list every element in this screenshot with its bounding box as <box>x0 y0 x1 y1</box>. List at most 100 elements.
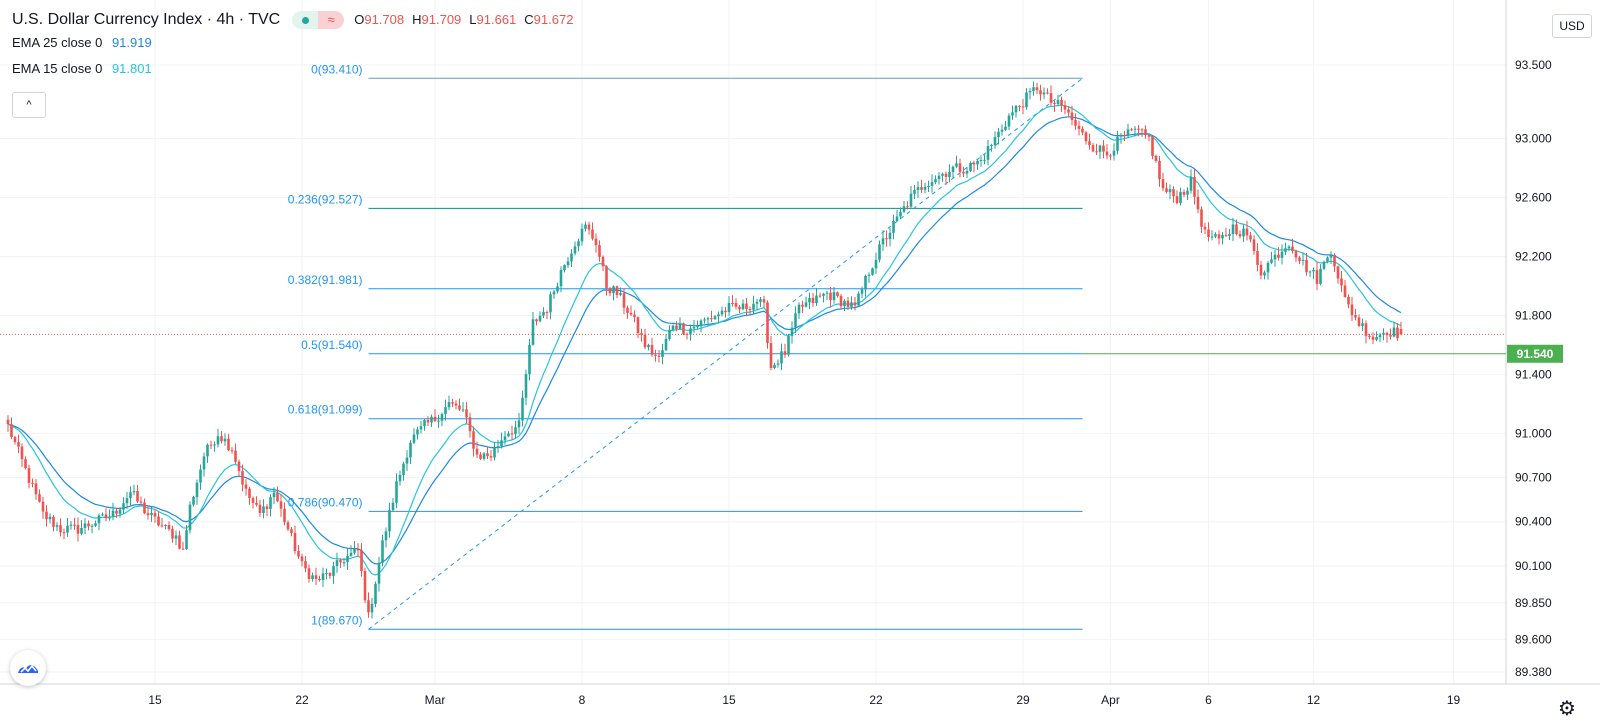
candle-body <box>1343 285 1347 297</box>
candle-body <box>41 501 45 512</box>
candle-body <box>734 303 738 307</box>
candle-body <box>1361 323 1364 327</box>
candle-body <box>1133 128 1137 130</box>
candle-body <box>1014 105 1018 113</box>
candle-body <box>381 540 384 563</box>
candle-body <box>388 510 391 532</box>
tradingview-logo-icon[interactable] <box>10 650 46 686</box>
candle-body <box>486 453 489 457</box>
candle-body <box>619 293 622 296</box>
ema-15-row[interactable]: EMA 15 close 0 91.801 <box>12 56 581 82</box>
candle-body <box>1039 90 1042 95</box>
candle-body <box>846 300 850 307</box>
candle-body <box>332 566 335 576</box>
settings-gear-icon[interactable]: ⚙ <box>1558 698 1576 720</box>
candle-body <box>755 301 759 304</box>
candle-body <box>874 259 878 269</box>
candle-body <box>864 275 867 290</box>
candle-body <box>584 224 587 229</box>
candle-body <box>689 328 692 335</box>
candle-body <box>948 172 951 177</box>
candle-body <box>888 232 892 239</box>
candle-body <box>538 315 542 322</box>
candle-body <box>1245 228 1249 236</box>
candle-body <box>727 302 731 313</box>
candle-body <box>776 363 780 365</box>
x-tick-label: 15 <box>722 693 736 707</box>
candle-body <box>829 292 832 301</box>
candle-body <box>1046 92 1049 94</box>
candle-body <box>906 206 909 208</box>
candle-body <box>822 293 825 296</box>
candle-body <box>629 312 633 315</box>
candle-body <box>556 286 559 292</box>
candle-body <box>731 302 734 304</box>
candle-body <box>1287 246 1291 249</box>
candle-body <box>752 303 755 310</box>
candle-body <box>1350 304 1354 316</box>
candle-body <box>83 523 87 528</box>
currency-button[interactable]: USD <box>1552 14 1592 38</box>
candle-body <box>405 457 409 464</box>
candle-body <box>1242 228 1245 237</box>
candle-body <box>318 578 321 581</box>
candle-body <box>703 319 706 321</box>
candle-body <box>1130 129 1133 131</box>
ema-25-name: EMA 25 close 0 <box>12 35 103 50</box>
candle-body <box>899 211 902 217</box>
candle-body <box>1007 115 1011 127</box>
candle-body <box>1091 145 1095 152</box>
candle-body <box>661 350 664 357</box>
candle-body <box>1378 334 1382 338</box>
candle-body <box>493 447 496 458</box>
candle-body <box>234 450 237 462</box>
candle-body <box>199 469 202 483</box>
candle-body <box>1196 196 1200 210</box>
ema-25-row[interactable]: EMA 25 close 0 91.919 <box>12 30 581 56</box>
x-tick-label: 22 <box>869 693 883 707</box>
candle-body <box>27 468 31 483</box>
ohlc-close: C91.672 <box>524 12 574 27</box>
symbol-title[interactable]: U.S. Dollar Currency Index · 4h · TVC <box>12 11 281 28</box>
candle-body <box>650 344 654 355</box>
candle-body <box>479 454 482 459</box>
candle-body <box>136 491 139 502</box>
candle-body <box>290 529 293 533</box>
symbol-row: U.S. Dollar Currency Index · 4h · TVC ≈ … <box>12 10 581 30</box>
candle-body <box>367 600 370 613</box>
candle-body <box>542 312 545 316</box>
candle-body <box>1305 259 1308 273</box>
status-pill[interactable]: ≈ <box>292 11 345 29</box>
candle-body <box>622 293 626 308</box>
candle-body <box>853 302 857 306</box>
candle-body <box>500 440 503 447</box>
candle-body <box>696 326 699 328</box>
x-tick-label: 6 <box>1205 693 1212 707</box>
candle-body <box>570 253 573 262</box>
candle-body <box>1168 189 1172 193</box>
candle-body <box>759 299 762 302</box>
candle-body <box>797 304 801 314</box>
candle-body <box>706 318 710 320</box>
candle-body <box>227 438 230 451</box>
candle-body <box>654 354 657 356</box>
candle-body <box>104 514 108 519</box>
candle-body <box>927 185 930 187</box>
candle-body <box>1035 87 1039 91</box>
candle-body <box>1126 129 1130 136</box>
fib-level-label: 0.382(91.981) <box>288 273 363 287</box>
ema-25-value: 91.919 <box>111 35 152 50</box>
candle-body <box>993 137 997 145</box>
candle-body <box>871 268 874 275</box>
candle-body <box>272 492 276 498</box>
candle-body <box>990 144 993 147</box>
candle-body <box>773 364 776 369</box>
candle-body <box>1336 266 1340 279</box>
collapse-legend-button[interactable]: ^ <box>12 92 46 118</box>
candle-body <box>416 429 419 435</box>
candle-body <box>1021 106 1025 108</box>
candle-body <box>1224 234 1228 236</box>
candle-body <box>580 228 584 242</box>
candle-body <box>1235 224 1238 235</box>
